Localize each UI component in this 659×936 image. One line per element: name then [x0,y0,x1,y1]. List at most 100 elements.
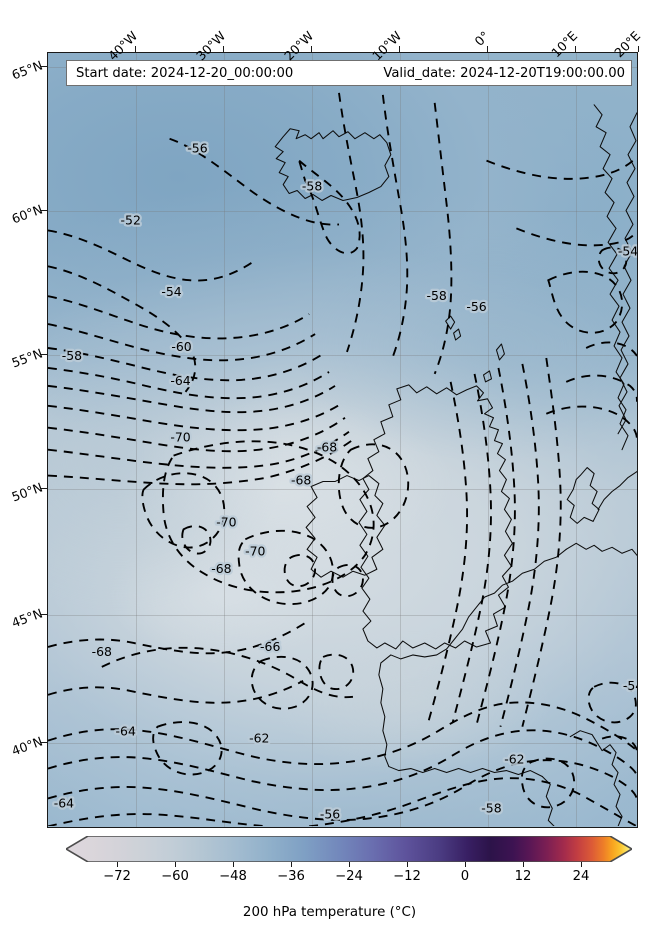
map-axes[interactable]: -56 -56 -58 -58 -52 -52 -54 -54 -54 -54 -58 -58 -56-… [47,52,638,828]
temperature-contours [48,92,637,827]
contour-label: -62 [249,731,269,746]
contour-label-halo: -70 [170,430,190,445]
contour-label-halo: -58 [427,288,447,303]
colorbar-title: 200 hPa temperature (°C) [242,905,417,920]
contour-label: -58 [302,179,322,194]
contour-label-halo: -64 [54,795,74,810]
contour-label: -56 [466,299,486,314]
start-date-label: Start date: 2024-12-20_00:00:00 [76,65,294,81]
contour-label-halo: -60 [171,339,191,354]
contour-label-halo: -68 [211,561,231,576]
colorbar-tick-label: −12 [393,869,421,884]
contour-label: -64 [170,373,190,388]
lat-tick-mark [41,66,47,67]
contour-label: -68 [291,473,311,488]
contour-label-halo: -62 [504,752,524,767]
contour-label: -52 [121,212,141,227]
contour-label: -64 [116,724,136,739]
info-bar: Start date: 2024-12-20_00:00:00 Valid_da… [66,60,632,86]
graticule-line-lat [48,743,637,744]
contour-label-halo: -66 [260,639,280,654]
colorbar-tick-label: −60 [161,869,189,884]
contour-label: -56 [187,141,207,156]
colorbar-tick-label: −72 [103,869,131,884]
lat-tick-label: 55°N [9,345,45,371]
colorbar-tick-label: −36 [277,869,305,884]
contour-label-halo: -56 [187,141,207,156]
contour-label-halo: -70 [216,514,236,529]
temperature-field-cold-core [48,53,637,827]
lat-tick-label: 65°N [9,57,45,83]
colorbar-tick-mark [523,862,524,867]
temperature-field-warm-edges [48,53,637,827]
lon-tick-mark [311,46,312,52]
lat-tick-mark [41,742,47,743]
lon-tick-mark [223,46,224,52]
lat-tick-mark [41,210,47,211]
graticule-line-lon [136,53,137,827]
lon-tick-mark [638,46,639,52]
lat-tick-label: 50°N [9,479,45,505]
contour-label: -70 [216,514,236,529]
lon-tick-mark [135,46,136,52]
valid-date-label: Valid_date: 2024-12-20T19:00:00.00 [383,65,625,81]
colorbar-tick-mark [291,862,292,867]
lat-tick-label: 40°N [9,733,45,759]
contour-label-halo: -64 [116,724,136,739]
colorbar[interactable]: −72 −60 −48 −36 −24 −12 0 12 24 [66,836,632,884]
colorbar-tick-mark [465,862,466,867]
contour-label-halo: -58 [62,348,82,363]
lat-tick-mark [41,488,47,489]
contour-label-halo: -68 [317,440,337,455]
lat-tick-label: 60°N [9,201,45,227]
colorbar-tick-label: −24 [335,869,363,884]
lon-tick-mark [575,46,576,52]
contour-label-halo: -54 [161,284,181,299]
colorbar-tick-mark [407,862,408,867]
coastlines [274,104,637,827]
colorbar-tick-label: 12 [514,869,532,884]
contour-label: -62 [504,752,524,767]
contour-label-halo: -58 [302,179,322,194]
contour-label: -60 [171,339,191,354]
contour-label: -68 [317,440,337,455]
contour-label-halo: -56 [466,299,486,314]
lat-tick-label: 45°N [9,605,45,631]
contour-label-halo: -52 [121,212,141,227]
colorbar-tick-mark [117,862,118,867]
contour-label: -66 [260,639,280,654]
colorbar-tick-label: 0 [460,869,470,884]
contour-label: -58 [481,800,501,815]
graticule-line-lat [48,211,637,212]
graticule-line-lon [224,53,225,827]
graticule-line-lon [488,53,489,827]
graticule-line-lat [48,615,637,616]
contour-label-halo: -64 [170,373,190,388]
colorbar-tick-mark [349,862,350,867]
contour-label: -68 [92,644,112,659]
colorbar-tick-label: 24 [572,869,590,884]
contour-label-halo: -54 [623,678,637,693]
lon-tick-mark [487,46,488,52]
contour-label-halo: -54 [618,243,637,258]
graticule-line-lat [48,489,637,490]
contour-label: -58 [427,288,447,303]
contour-label: -54 [618,243,637,258]
contour-label-halo: -68 [92,644,112,659]
contour-labels: -56-56-58-58-52-52-54-54-54-54 -58-58-56-… [52,138,637,823]
colorbar-tick-mark [233,862,234,867]
graticule-line-lon [312,53,313,827]
contour-label-halo: -62 [249,731,269,746]
graticule-line-lon [400,53,401,827]
lat-tick-mark [41,614,47,615]
contour-label: -70 [170,430,190,445]
contour-label-halo: -70 [245,543,265,558]
graticule-line-lon [576,53,577,827]
contour-label: -54 [161,284,181,299]
contour-label: -58 [62,348,82,363]
colorbar-tick-mark [581,862,582,867]
contour-label: -70 [245,543,265,558]
graticule-line-lat [48,355,637,356]
colorbar-gradient [66,836,632,862]
